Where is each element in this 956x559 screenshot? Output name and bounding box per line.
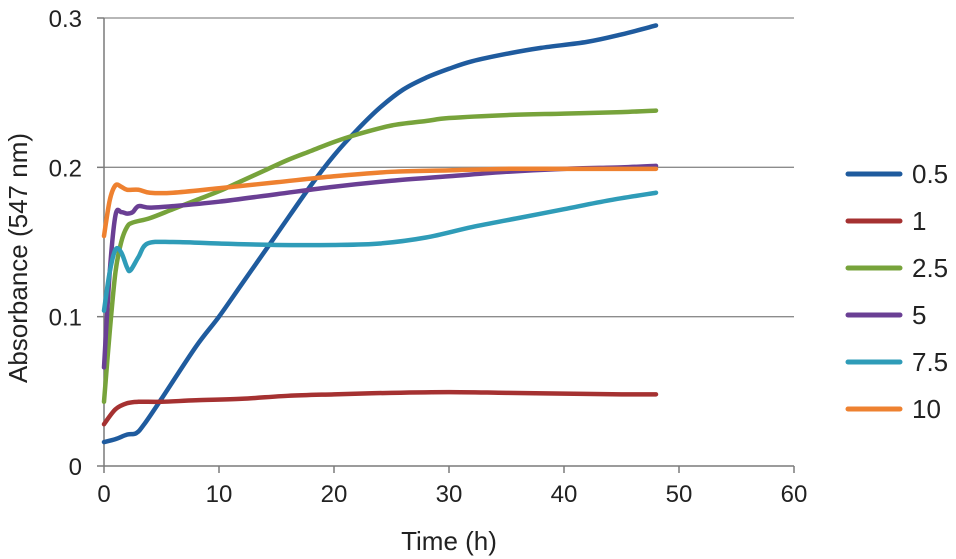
x-axis-ticks: 0 10 20 30 40 50 60 — [97, 466, 807, 508]
series-line-2-5 — [101, 108, 659, 405]
legend-label: 1 — [912, 206, 926, 236]
x-tick-label: 30 — [436, 481, 463, 508]
series-line-10 — [101, 166, 659, 239]
legend-label: 5 — [912, 300, 926, 330]
y-tick-label: 0 — [69, 454, 82, 481]
legend-label: 0.5 — [912, 159, 948, 189]
x-tick-label: 20 — [321, 481, 348, 508]
legend-label: 2.5 — [912, 253, 948, 283]
y-tick-label: 0.3 — [49, 6, 82, 33]
series-line-0-5 — [101, 23, 659, 445]
x-tick-label: 60 — [781, 481, 808, 508]
legend-label: 10 — [912, 394, 941, 424]
x-axis-title: Time (h) — [401, 526, 497, 556]
x-tick-label: 10 — [206, 481, 233, 508]
x-tick-label: 0 — [97, 481, 110, 508]
series-line-7-5 — [101, 190, 659, 313]
series-lines — [101, 23, 659, 445]
y-tick-label: 0.1 — [49, 305, 82, 332]
x-tick-label: 40 — [551, 481, 578, 508]
series-line-5 — [101, 163, 659, 370]
x-tick-label: 50 — [666, 481, 693, 508]
legend: 0.5 1 2.5 5 7.5 10 — [845, 159, 948, 424]
y-tick-label: 0.2 — [49, 155, 82, 182]
series-line-1 — [101, 389, 659, 427]
y-axis-title: Absorbance (547 nm) — [3, 133, 33, 383]
gridlines — [104, 17, 794, 318]
legend-label: 7.5 — [912, 347, 948, 377]
y-axis-ticks: 0 0.1 0.2 0.3 — [49, 6, 104, 481]
